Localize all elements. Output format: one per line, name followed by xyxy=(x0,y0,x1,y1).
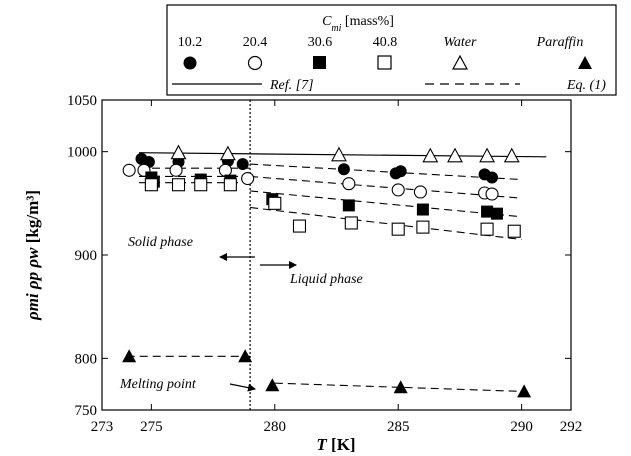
point-filled-triangle xyxy=(238,349,253,363)
point-open-circle xyxy=(485,187,499,201)
legend-label-30-6: 30.6 xyxy=(308,35,333,50)
point-filled-triangle xyxy=(265,378,280,392)
point-open-square xyxy=(268,196,282,210)
plot-lines xyxy=(126,100,547,410)
point-open-square xyxy=(194,178,208,192)
y-tick-label: 750 xyxy=(75,403,98,419)
legend-marker-open-circle xyxy=(247,55,263,71)
legend-marker-open-square xyxy=(377,55,392,70)
y-axis-title: ρmi ρp ρw [kg/m³] xyxy=(23,190,42,321)
point-open-square xyxy=(292,219,307,233)
x-tick-label: 273 xyxy=(91,419,114,435)
legend-marker-filled-triangle xyxy=(578,56,592,69)
point-open-square xyxy=(507,224,521,238)
point-filled-square xyxy=(416,203,429,216)
legend-label-10-2: 10.2 xyxy=(178,35,203,50)
point-filled-triangle xyxy=(393,380,408,394)
point-filled-square xyxy=(342,199,355,212)
point-open-triangle xyxy=(170,144,187,160)
annotation-melting-point: Melting point xyxy=(119,377,197,392)
point-filled-square xyxy=(481,205,494,218)
point-open-triangle xyxy=(219,145,236,161)
x-axis-title: T [K] xyxy=(316,435,355,454)
point-open-triangle xyxy=(479,147,495,163)
legend-marker-filled-circle xyxy=(183,56,197,70)
y-axis-unit: [kg/m³] xyxy=(23,190,42,248)
legend-frame xyxy=(166,4,617,96)
legend-title: Cmi [mass%] xyxy=(322,14,394,34)
fit-line xyxy=(250,190,522,218)
fit-line xyxy=(250,163,522,181)
y-tick-label: 1050 xyxy=(67,93,97,109)
y-tick-label: 900 xyxy=(75,248,98,264)
y-tick-label: 1000 xyxy=(67,145,97,161)
x-axis-unit: [K] xyxy=(327,435,356,454)
annotation-solid-phase: Solid phase xyxy=(128,235,193,250)
x-tick-label: 292 xyxy=(560,419,583,435)
x-tick-label: 275 xyxy=(140,419,163,435)
point-open-circle xyxy=(391,183,405,197)
point-open-square xyxy=(223,178,237,192)
point-open-square xyxy=(391,222,405,236)
point-filled-square xyxy=(490,207,503,220)
legend-label-20-4: 20.4 xyxy=(243,35,268,50)
legend-title-sub: mi xyxy=(331,23,341,34)
point-filled-triangle xyxy=(517,384,532,398)
point-filled-triangle xyxy=(122,349,137,363)
annotations: Solid phase Liquid phase Melting point xyxy=(119,235,363,392)
x-tick-label: 290 xyxy=(510,419,533,435)
point-open-triangle xyxy=(447,147,463,163)
point-open-square xyxy=(171,178,186,192)
fit-line xyxy=(250,175,522,199)
point-filled-circle xyxy=(236,158,249,171)
fit-line xyxy=(250,206,522,241)
axis-ticks: 273 275 280 285 290 292 750 800 900 1000 1050 xyxy=(67,93,582,435)
x-tick-label: 280 xyxy=(264,419,287,435)
legend-label-water: Water xyxy=(444,35,477,50)
y-tick-label: 800 xyxy=(75,351,98,367)
x-tick-label: 285 xyxy=(387,419,410,435)
point-open-triangle xyxy=(503,147,520,163)
plot-points xyxy=(122,144,532,398)
point-open-circle xyxy=(169,163,183,177)
legend-label-ref7: Ref. [7] xyxy=(269,78,314,93)
point-open-square xyxy=(344,216,358,230)
point-filled-circle xyxy=(337,163,350,176)
legend-title-unit: [mass%] xyxy=(341,14,394,29)
point-open-circle xyxy=(413,185,427,199)
legend-marker-open-triangle xyxy=(451,54,469,70)
point-open-circle xyxy=(241,171,255,186)
point-open-square xyxy=(416,220,430,234)
point-open-circle xyxy=(218,163,232,177)
point-open-circle xyxy=(342,177,356,191)
legend-label-paraffin: Paraffin xyxy=(536,35,584,50)
x-axis-var: T xyxy=(316,435,327,454)
point-filled-circle xyxy=(394,165,407,178)
legend-marker-filled-square xyxy=(313,56,326,69)
arrow-melting-point xyxy=(229,383,256,392)
point-open-square xyxy=(480,222,494,236)
legend-label-40-8: 40.8 xyxy=(373,35,398,50)
annotation-liquid-phase: Liquid phase xyxy=(289,272,363,287)
point-open-triangle xyxy=(422,147,439,163)
point-open-triangle xyxy=(331,146,347,162)
y-axis-var: ρmi ρp ρw xyxy=(23,247,42,321)
legend: Cmi [mass%] 10.2 20.4 30.6 40.8 Water Pa… xyxy=(166,4,617,96)
legend-label-eq1: Eq. (1) xyxy=(566,78,606,93)
point-open-circle xyxy=(122,163,136,177)
plot-frame xyxy=(101,99,572,411)
point-open-square xyxy=(144,178,158,192)
legend-title-var: C xyxy=(322,14,332,29)
point-filled-circle xyxy=(486,171,499,184)
